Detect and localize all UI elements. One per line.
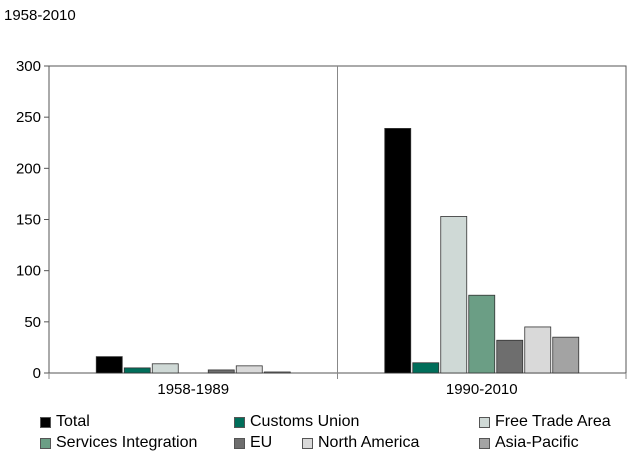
- chart-subtitle: 1958-2010: [4, 7, 76, 24]
- bar-asia-pacific-0: [263, 371, 291, 374]
- bar-services-integration-1: [468, 294, 496, 374]
- bar-asia-pacific-1: [552, 336, 580, 374]
- y-tick-label: 100: [16, 263, 41, 280]
- bar-customs-union-0: [123, 367, 151, 374]
- x-tick-label: 1958-1989: [157, 381, 229, 398]
- bar-north-america-0: [235, 365, 263, 374]
- bar-free-trade-area-1: [440, 216, 468, 374]
- bar-eu-1: [496, 339, 524, 374]
- x-tick-label: 1990-2010: [446, 381, 518, 398]
- bar-total-0: [95, 356, 123, 374]
- y-tick-label: 250: [16, 109, 41, 126]
- y-tick-label: 150: [16, 212, 41, 229]
- y-tick-label: 300: [16, 58, 41, 75]
- bar-customs-union-1: [412, 362, 440, 374]
- bar-free-trade-area-0: [151, 363, 179, 374]
- bar-north-america-1: [524, 326, 552, 374]
- bar-total-1: [384, 128, 412, 374]
- bar-eu-0: [207, 369, 235, 374]
- y-tick-label: 0: [33, 365, 41, 382]
- y-tick-label: 50: [24, 314, 41, 331]
- y-tick-label: 200: [16, 160, 41, 177]
